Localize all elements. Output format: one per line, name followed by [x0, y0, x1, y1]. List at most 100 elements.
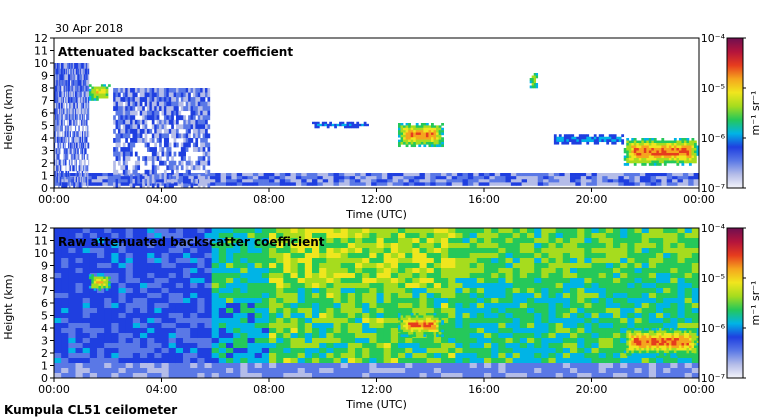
heatmap-cell [175, 333, 184, 339]
heatmap-cell [476, 323, 485, 329]
heatmap-cell [484, 288, 492, 294]
heatmap-cell [147, 303, 155, 309]
heatmap-cell [398, 248, 406, 254]
heatmap-cell [63, 148, 65, 155]
heatmap-cell [75, 293, 84, 299]
heatmap-cell [541, 373, 549, 379]
heatmap-cell [87, 176, 89, 183]
heatmap-cell [220, 176, 227, 180]
heatmap-cell [183, 338, 191, 344]
heatmap-cell [648, 373, 657, 379]
heatmap-cell [423, 144, 427, 148]
heatmap-cell [86, 68, 88, 75]
heatmap-cell [113, 119, 116, 125]
heatmap-cell [188, 160, 191, 166]
heatmap-cell [491, 368, 499, 374]
heatmap-cell [605, 293, 614, 299]
heatmap-cell [656, 173, 662, 177]
heatmap-cell [489, 179, 496, 183]
heatmap-cell [85, 119, 87, 126]
heatmap-cell [491, 263, 499, 269]
heatmap-cell [564, 173, 571, 177]
heatmap-cell [104, 238, 112, 244]
heatmap-cell [269, 243, 277, 249]
heatmap-cell [333, 248, 342, 254]
heatmap-cell [100, 86, 104, 90]
heatmap-cell [601, 139, 605, 143]
heatmap-cell [183, 248, 191, 254]
heatmap-cell [183, 298, 191, 304]
heatmap-cell [58, 165, 60, 172]
heatmap-cell [355, 293, 363, 299]
heatmap-cell [577, 228, 585, 234]
heatmap-cell [61, 131, 64, 138]
heatmap-cell [154, 258, 162, 264]
heatmap-cell [340, 333, 349, 339]
heatmap-cell [586, 139, 590, 143]
heatmap-cell [319, 253, 327, 259]
heatmap-cell [333, 338, 342, 344]
heatmap-cell [312, 238, 320, 244]
heatmap-cell [627, 293, 635, 299]
heatmap-cell [69, 63, 71, 69]
heatmap-cell [269, 358, 277, 364]
heatmap-cell [269, 338, 277, 344]
heatmap-cell [134, 169, 138, 175]
heatmap-cell [176, 119, 179, 125]
heatmap-cell [254, 323, 263, 329]
heatmap-cell [211, 288, 220, 294]
heatmap-cell [130, 124, 133, 130]
heatmap-cell [627, 298, 635, 304]
heatmap-cell [555, 348, 564, 354]
heatmap-cell [276, 363, 284, 369]
heatmap-cell [113, 115, 116, 121]
heatmap-cell [469, 233, 478, 239]
heatmap-cell [156, 106, 160, 112]
heatmap-cell [512, 353, 521, 359]
heatmap-cell [247, 176, 254, 180]
heatmap-cell [426, 258, 435, 264]
heatmap-cell [122, 133, 126, 139]
heatmap-cell [541, 268, 549, 274]
heatmap-cell [70, 179, 76, 183]
heatmap-cell [606, 136, 610, 140]
heatmap-cell [247, 338, 256, 344]
heatmap-cell [347, 268, 356, 274]
heatmap-cell [247, 248, 256, 254]
heatmap-cell [185, 138, 189, 143]
heatmap-cell [326, 358, 334, 364]
heatmap-cell [494, 176, 501, 180]
heatmap-cell [326, 303, 334, 309]
heatmap-cell [63, 108, 65, 115]
heatmap-cell [82, 80, 84, 87]
heatmap-cell [231, 176, 238, 180]
heatmap-cell [312, 278, 320, 284]
heatmap-cell [484, 278, 492, 284]
heatmap-cell [57, 148, 59, 155]
heatmap-cell [333, 182, 340, 186]
heatmap-cell [376, 268, 385, 274]
heatmap-cell [111, 368, 119, 374]
heatmap-cell [297, 283, 306, 289]
heatmap-cell [405, 134, 409, 138]
heatmap-cell [190, 228, 198, 234]
heatmap-cell [127, 124, 131, 130]
heatmap-cell [73, 85, 75, 92]
heatmap-cell [197, 258, 205, 264]
heatmap-cell [161, 160, 165, 166]
heatmap-cell [362, 288, 370, 294]
heatmap-cell [341, 121, 345, 125]
heatmap-cell [81, 97, 83, 104]
heatmap-cell [54, 68, 57, 75]
heatmap-cell [247, 343, 256, 349]
heatmap-cell [118, 368, 127, 374]
heatmap-cell [147, 258, 155, 264]
heatmap-cell [671, 160, 675, 164]
heatmap-cell [261, 233, 270, 239]
heatmap-cell [613, 303, 621, 309]
heatmap-cell [340, 238, 349, 244]
heatmap-cell [154, 328, 162, 334]
heatmap-cell [351, 125, 355, 129]
heatmap-cell [491, 243, 499, 249]
heatmap-cell [218, 298, 227, 304]
